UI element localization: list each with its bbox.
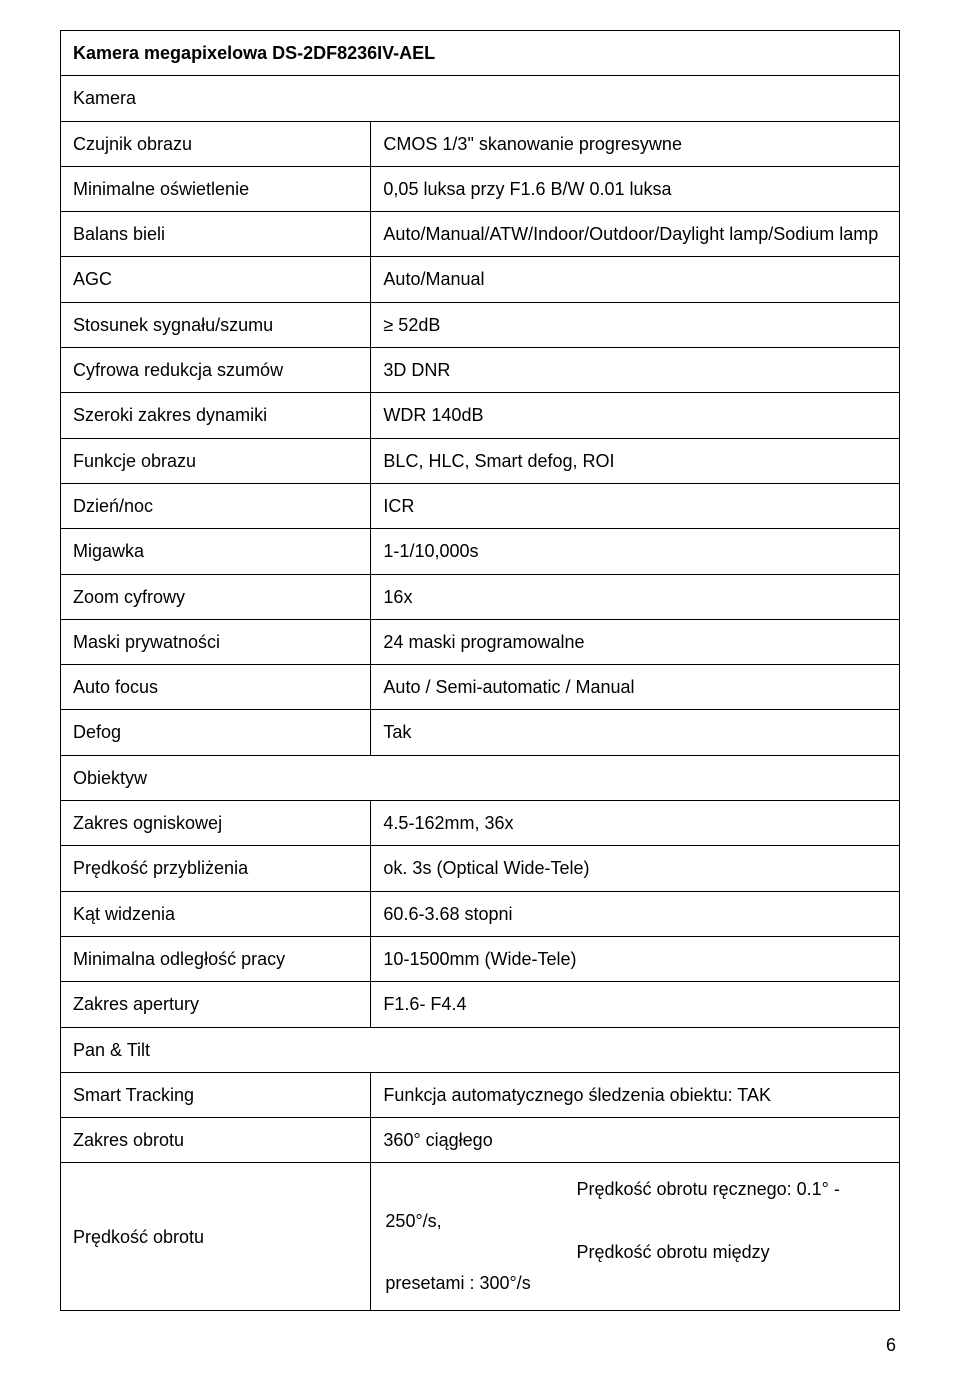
- row-minwork: Minimalna odległość pracy 10-1500mm (Wid…: [61, 936, 900, 981]
- row-zoomspeed: Prędkość przybliżenia ok. 3s (Optical Wi…: [61, 846, 900, 891]
- row-focal: Zakres ogniskowej 4.5-162mm, 36x: [61, 801, 900, 846]
- label-focal: Zakres ogniskowej: [61, 801, 371, 846]
- label-masks: Maski prywatności: [61, 619, 371, 664]
- panspeed-right-top: Prędkość obrotu ręcznego: 0.1° -: [577, 1175, 886, 1204]
- section-pt: Pan & Tilt: [61, 1027, 900, 1072]
- label-aperture: Zakres apertury: [61, 982, 371, 1027]
- row-sensor: Czujnik obrazu CMOS 1/3" skanowanie prog…: [61, 121, 900, 166]
- table-title: Kamera megapixelowa DS-2DF8236IV-AEL: [61, 31, 900, 76]
- value-minillum: 0,05 luksa przy F1.6 B/W 0.01 luksa: [371, 166, 900, 211]
- label-daynight: Dzień/noc: [61, 483, 371, 528]
- value-defog: Tak: [371, 710, 900, 755]
- label-minillum: Minimalne oświetlenie: [61, 166, 371, 211]
- value-af: Auto / Semi-automatic / Manual: [371, 665, 900, 710]
- value-dzoom: 16x: [371, 574, 900, 619]
- row-panspeed: Prędkość obrotu Prędkość obrotu ręcznego…: [61, 1163, 900, 1311]
- label-wdr: Szeroki zakres dynamiki: [61, 393, 371, 438]
- value-aperture: F1.6- F4.4: [371, 982, 900, 1027]
- page-number: 6: [60, 1335, 900, 1356]
- label-zoomspeed: Prędkość przybliżenia: [61, 846, 371, 891]
- value-imgfunc: BLC, HLC, Smart defog, ROI: [371, 438, 900, 483]
- row-fov: Kąt widzenia 60.6-3.68 stopni: [61, 891, 900, 936]
- label-dzoom: Zoom cyfrowy: [61, 574, 371, 619]
- label-af: Auto focus: [61, 665, 371, 710]
- value-sensor: CMOS 1/3" skanowanie progresywne: [371, 121, 900, 166]
- value-dnr: 3D DNR: [371, 348, 900, 393]
- value-fov: 60.6-3.68 stopni: [371, 891, 900, 936]
- value-minwork: 10-1500mm (Wide-Tele): [371, 936, 900, 981]
- section-camera-label: Kamera: [61, 76, 900, 121]
- panspeed-right-bottom: Prędkość obrotu między: [577, 1238, 886, 1267]
- row-aperture: Zakres apertury F1.6- F4.4: [61, 982, 900, 1027]
- section-lens-label: Obiektyw: [61, 755, 900, 800]
- label-defog: Defog: [61, 710, 371, 755]
- row-smarttrack: Smart Tracking Funkcja automatycznego śl…: [61, 1072, 900, 1117]
- label-snr: Stosunek sygnału/szumu: [61, 302, 371, 347]
- label-wb: Balans bieli: [61, 212, 371, 257]
- spec-table: Kamera megapixelowa DS-2DF8236IV-AEL Kam…: [60, 30, 900, 1311]
- row-defog: Defog Tak: [61, 710, 900, 755]
- value-shutter: 1-1/10,000s: [371, 529, 900, 574]
- section-pt-label: Pan & Tilt: [61, 1027, 900, 1072]
- value-daynight: ICR: [371, 483, 900, 528]
- row-imgfunc: Funkcje obrazu BLC, HLC, Smart defog, RO…: [61, 438, 900, 483]
- row-wb: Balans bieli Auto/Manual/ATW/Indoor/Outd…: [61, 212, 900, 257]
- section-lens: Obiektyw: [61, 755, 900, 800]
- row-daynight: Dzień/noc ICR: [61, 483, 900, 528]
- row-snr: Stosunek sygnału/szumu ≥ 52dB: [61, 302, 900, 347]
- section-camera: Kamera: [61, 76, 900, 121]
- value-masks: 24 maski programowalne: [371, 619, 900, 664]
- value-smarttrack: Funkcja automatycznego śledzenia obiektu…: [371, 1072, 900, 1117]
- label-agc: AGC: [61, 257, 371, 302]
- value-focal: 4.5-162mm, 36x: [371, 801, 900, 846]
- label-minwork: Minimalna odległość pracy: [61, 936, 371, 981]
- value-panspeed: Prędkość obrotu ręcznego: 0.1° - 250°/s,…: [371, 1163, 900, 1311]
- label-panspeed: Prędkość obrotu: [61, 1163, 371, 1311]
- row-minillum: Minimalne oświetlenie 0,05 luksa przy F1…: [61, 166, 900, 211]
- panspeed-nested: Prędkość obrotu ręcznego: 0.1° - 250°/s,…: [383, 1173, 887, 1300]
- value-snr: ≥ 52dB: [371, 302, 900, 347]
- row-wdr: Szeroki zakres dynamiki WDR 140dB: [61, 393, 900, 438]
- row-af: Auto focus Auto / Semi-automatic / Manua…: [61, 665, 900, 710]
- value-wdr: WDR 140dB: [371, 393, 900, 438]
- value-wb: Auto/Manual/ATW/Indoor/Outdoor/Daylight …: [371, 212, 900, 257]
- value-zoomspeed: ok. 3s (Optical Wide-Tele): [371, 846, 900, 891]
- row-dnr: Cyfrowa redukcja szumów 3D DNR: [61, 348, 900, 393]
- panspeed-left-bottom: presetami : 300°/s: [385, 1269, 574, 1298]
- row-shutter: Migawka 1-1/10,000s: [61, 529, 900, 574]
- panspeed-left-top: 250°/s,: [385, 1207, 574, 1236]
- label-sensor: Czujnik obrazu: [61, 121, 371, 166]
- label-dnr: Cyfrowa redukcja szumów: [61, 348, 371, 393]
- label-fov: Kąt widzenia: [61, 891, 371, 936]
- row-agc: AGC Auto/Manual: [61, 257, 900, 302]
- value-panrange: 360° ciągłego: [371, 1118, 900, 1163]
- label-smarttrack: Smart Tracking: [61, 1072, 371, 1117]
- value-agc: Auto/Manual: [371, 257, 900, 302]
- row-dzoom: Zoom cyfrowy 16x: [61, 574, 900, 619]
- label-imgfunc: Funkcje obrazu: [61, 438, 371, 483]
- label-shutter: Migawka: [61, 529, 371, 574]
- label-panrange: Zakres obrotu: [61, 1118, 371, 1163]
- row-masks: Maski prywatności 24 maski programowalne: [61, 619, 900, 664]
- table-title-row: Kamera megapixelowa DS-2DF8236IV-AEL: [61, 31, 900, 76]
- row-panrange: Zakres obrotu 360° ciągłego: [61, 1118, 900, 1163]
